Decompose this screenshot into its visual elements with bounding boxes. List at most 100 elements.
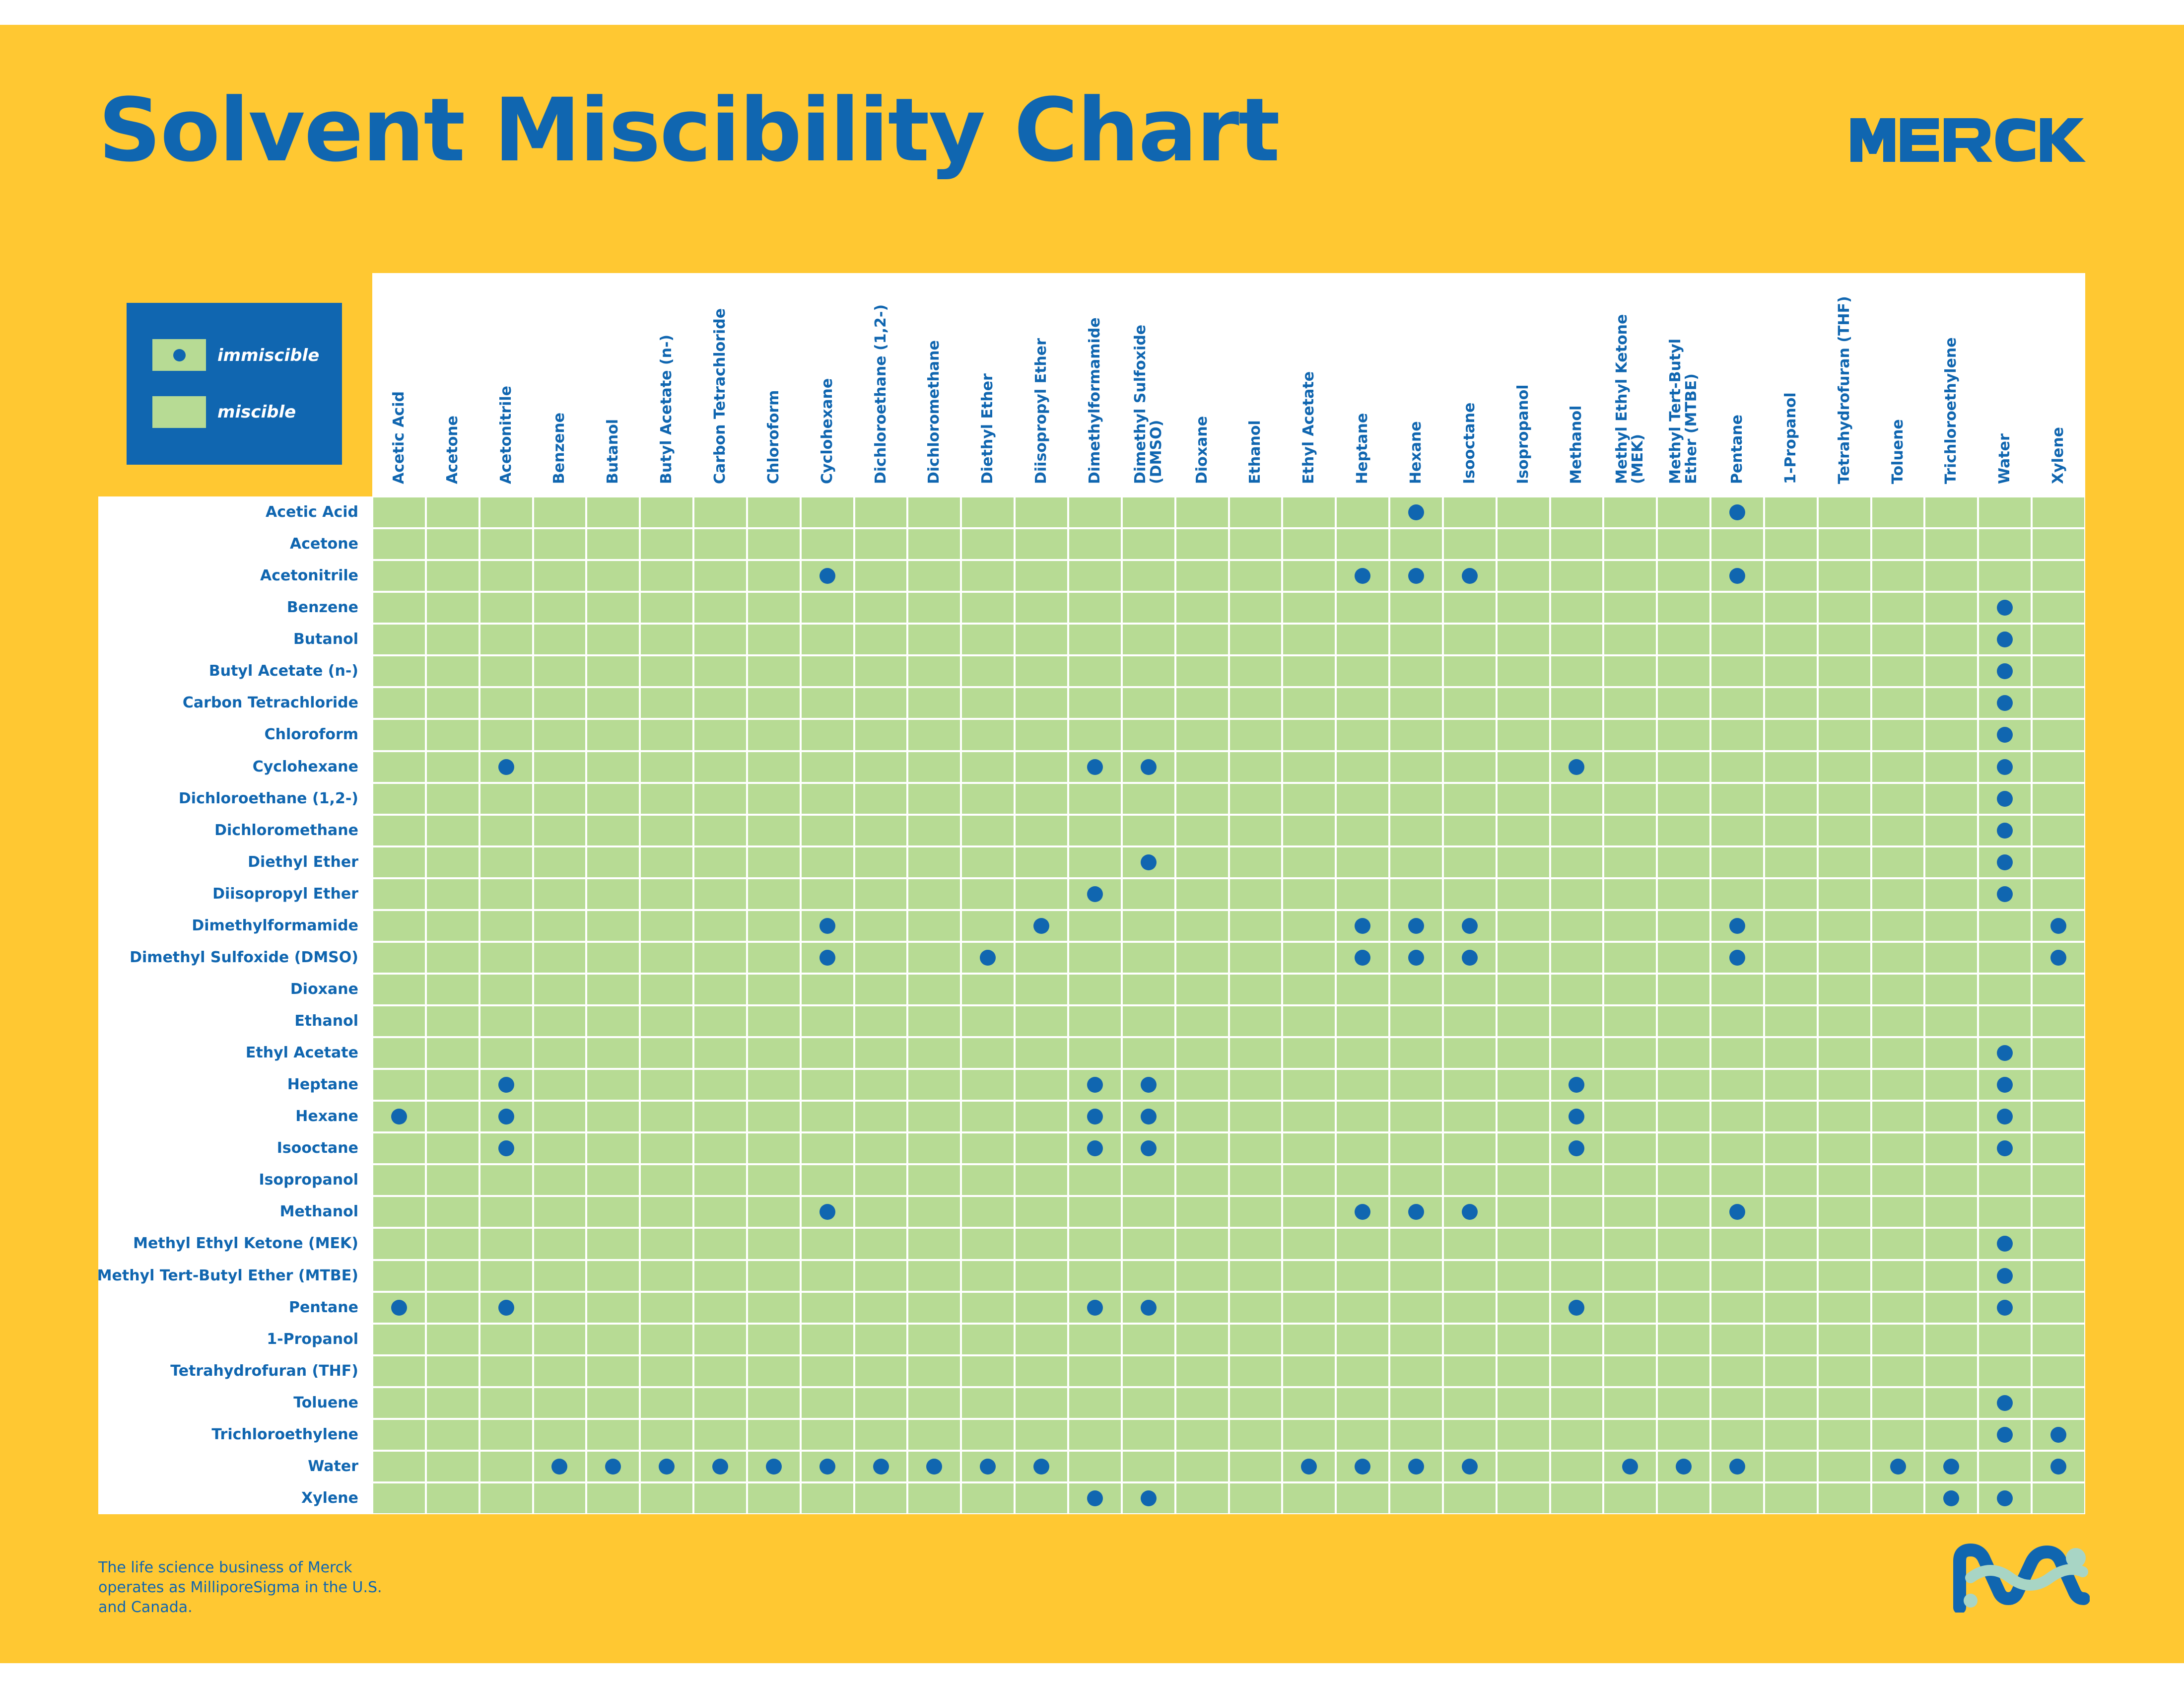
cell-xylene-dimethylformamide xyxy=(1069,1483,1121,1513)
cell-methanol-hexane xyxy=(1390,1197,1442,1227)
cell-xylene-methyl-tert-butyl-ether-mtbe xyxy=(1658,1483,1710,1513)
immiscible-dot xyxy=(498,1109,514,1125)
immiscible-dot xyxy=(1301,1458,1317,1475)
cell-methyl-ethyl-ketone-mek-ethanol xyxy=(1229,1229,1282,1259)
cell-butanol-diisopropyl-ether xyxy=(1016,625,1067,655)
cell-toluene-diethyl-ether xyxy=(962,1388,1014,1418)
cell-water-acetic-acid xyxy=(373,1451,425,1481)
cell-tetrahydrofuran-thf-methanol xyxy=(1551,1356,1603,1386)
cell-butanol-methanol xyxy=(1551,625,1603,655)
cell-ethyl-acetate-carbon-tetrachloride xyxy=(694,1038,746,1068)
column-label-heptane: Heptane xyxy=(1354,413,1371,484)
cell-methyl-ethyl-ketone-mek-isooctane xyxy=(1443,1229,1496,1259)
cell-acetonitrile-benzene xyxy=(534,561,586,591)
cell-diisopropyl-ether-xylene xyxy=(2033,879,2084,909)
cell-dichloroethane-1-2-trichloroethylene xyxy=(1925,783,1978,814)
cell-trichloroethylene-dioxane xyxy=(1176,1419,1228,1450)
cell-dimethyl-sulfoxide-dmso-methanol xyxy=(1551,942,1603,973)
cell-ethanol-acetic-acid xyxy=(373,1006,425,1037)
cell-dichloromethane-methyl-tert-butyl-ether-mtbe xyxy=(1658,815,1710,845)
immiscible-dot xyxy=(1997,632,2013,648)
cell-dimethylformamide-1-propanol xyxy=(1765,911,1817,941)
cell-diisopropyl-ether-toluene xyxy=(1872,879,1924,909)
cell-water-xylene xyxy=(2033,1451,2084,1481)
cell-chloroform-hexane xyxy=(1390,720,1442,750)
cell-acetone-acetic-acid xyxy=(373,529,425,560)
cell-dichloromethane-water xyxy=(1979,815,2031,845)
cell-water-chloroform xyxy=(748,1451,800,1481)
cell-1-propanol-carbon-tetrachloride xyxy=(694,1324,746,1354)
cell-dioxane-hexane xyxy=(1390,974,1442,1004)
cell-acetonitrile-xylene xyxy=(2033,561,2084,591)
cell-cyclohexane-hexane xyxy=(1390,752,1442,782)
immiscible-dot xyxy=(1140,1140,1157,1157)
cell-dimethylformamide-ethanol xyxy=(1229,911,1282,941)
cell-cyclohexane-chloroform xyxy=(748,752,800,782)
cell-tetrahydrofuran-thf-heptane xyxy=(1337,1356,1389,1386)
immiscible-dot xyxy=(1408,1458,1424,1475)
cell-methyl-ethyl-ketone-mek-carbon-tetrachloride xyxy=(694,1229,746,1259)
cell-water-benzene xyxy=(534,1451,586,1481)
cell-dichloroethane-1-2-ethanol xyxy=(1229,783,1282,814)
cell-butanol-carbon-tetrachloride xyxy=(694,625,746,655)
cell-dimethylformamide-isopropanol xyxy=(1497,911,1549,941)
cell-hexane-acetonitrile xyxy=(480,1102,532,1132)
cell-dimethylformamide-water xyxy=(1979,911,2031,941)
cell-acetone-acetone xyxy=(426,529,478,560)
cell-acetic-acid-diethyl-ether xyxy=(962,497,1014,528)
cell-benzene-ethyl-acetate xyxy=(1283,593,1335,623)
cell-dimethylformamide-diisopropyl-ether xyxy=(1016,911,1067,941)
immiscible-dot xyxy=(1408,949,1424,966)
cell-dichloromethane-pentane xyxy=(1711,815,1763,845)
cell-1-propanol-pentane xyxy=(1711,1324,1763,1354)
cell-xylene-xylene xyxy=(2033,1483,2084,1513)
cell-carbon-tetrachloride-ethanol xyxy=(1229,688,1282,718)
immiscible-dot xyxy=(1140,1109,1157,1125)
cell-dimethyl-sulfoxide-dmso-butyl-acetate-n xyxy=(641,942,693,973)
cell-water-butyl-acetate-n xyxy=(641,1451,693,1481)
cell-pentane-butanol xyxy=(587,1292,639,1323)
cell-isooctane-dimethyl-sulfoxide-dmso xyxy=(1122,1133,1174,1164)
column-label-hexane: Hexane xyxy=(1407,421,1425,484)
immiscible-dot xyxy=(1033,1458,1050,1475)
immiscible-dot xyxy=(2050,1458,2067,1475)
cell-chloroform-diethyl-ether xyxy=(962,720,1014,750)
cell-carbon-tetrachloride-cyclohexane xyxy=(801,688,853,718)
row-label-methyl-tert-butyl-ether-mtbe: Methyl Tert-Butyl Ether (MTBE) xyxy=(97,1266,358,1284)
cell-xylene-diethyl-ether xyxy=(962,1483,1014,1513)
cell-isooctane-methyl-ethyl-ketone-mek xyxy=(1604,1133,1656,1164)
cell-tetrahydrofuran-thf-cyclohexane xyxy=(801,1356,853,1386)
column-label-line: Dimethylformamide xyxy=(1086,317,1103,484)
cell-butanol-dimethylformamide xyxy=(1069,625,1121,655)
row-label-isooctane: Isooctane xyxy=(276,1139,358,1157)
cell-dimethyl-sulfoxide-dmso-tetrahydrofuran-thf xyxy=(1818,942,1870,973)
cell-dioxane-methanol xyxy=(1551,974,1603,1004)
cell-1-propanol-cyclohexane xyxy=(801,1324,853,1354)
cell-dimethyl-sulfoxide-dmso-hexane xyxy=(1390,942,1442,973)
cell-diisopropyl-ether-tetrahydrofuran-thf xyxy=(1818,879,1870,909)
cell-tetrahydrofuran-thf-carbon-tetrachloride xyxy=(694,1356,746,1386)
cell-methyl-ethyl-ketone-mek-dioxane xyxy=(1176,1229,1228,1259)
cell-acetonitrile-acetic-acid xyxy=(373,561,425,591)
cell-dichloroethane-1-2-acetic-acid xyxy=(373,783,425,814)
row-label-hexane: Hexane xyxy=(295,1108,358,1125)
cell-tetrahydrofuran-thf-pentane xyxy=(1711,1356,1763,1386)
cell-dimethylformamide-acetic-acid xyxy=(373,911,425,941)
cell-dichloromethane-butanol xyxy=(587,815,639,845)
cell-hexane-ethyl-acetate xyxy=(1283,1102,1335,1132)
cell-dimethylformamide-diethyl-ether xyxy=(962,911,1014,941)
immiscible-dot xyxy=(1997,1140,2013,1157)
cell-isooctane-chloroform xyxy=(748,1133,800,1164)
cell-methyl-ethyl-ketone-mek-diethyl-ether xyxy=(962,1229,1014,1259)
immiscible-dot xyxy=(1997,1109,2013,1125)
immiscible-dot xyxy=(1676,1458,1692,1475)
cell-butanol-acetonitrile xyxy=(480,625,532,655)
cell-dichloromethane-dimethylformamide xyxy=(1069,815,1121,845)
column-label-trichloroethylene: Trichloroethylene xyxy=(1942,337,1960,484)
cell-chloroform-acetone xyxy=(426,720,478,750)
cell-dioxane-heptane xyxy=(1337,974,1389,1004)
cell-tetrahydrofuran-thf-ethanol xyxy=(1229,1356,1282,1386)
immiscible-dot xyxy=(1461,917,1478,934)
cell-toluene-chloroform xyxy=(748,1388,800,1418)
cell-pentane-isopropanol xyxy=(1497,1292,1549,1323)
